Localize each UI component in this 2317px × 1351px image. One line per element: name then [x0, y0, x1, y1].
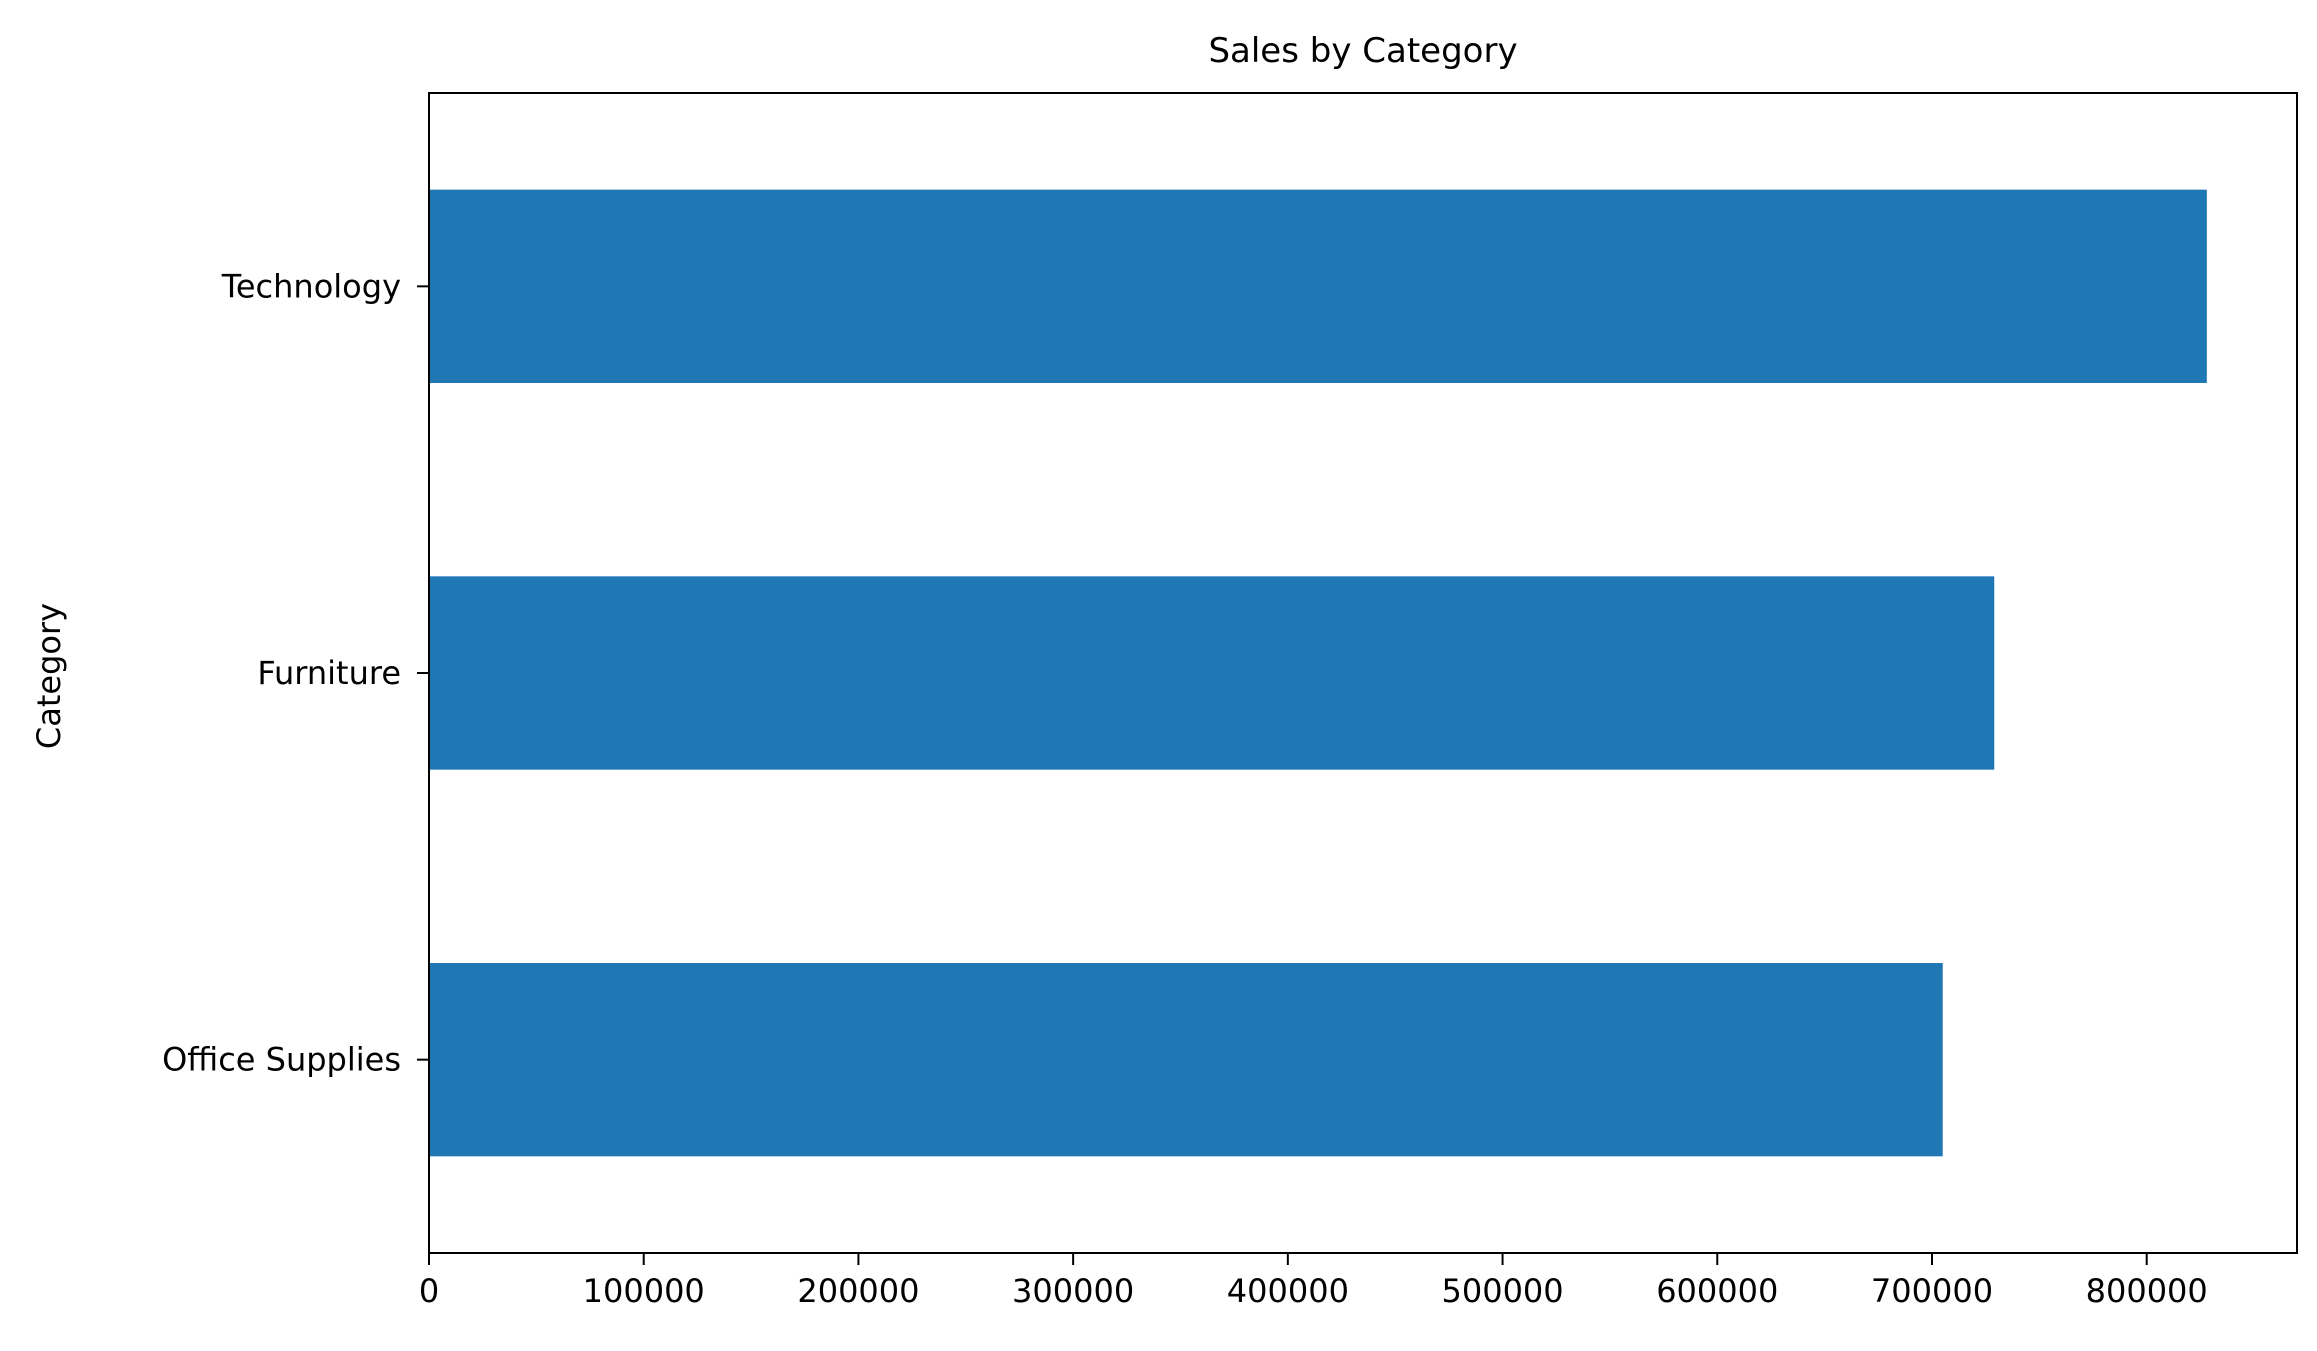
y-axis-label: Category [30, 603, 68, 749]
y-axis-ticks: Office Supplies Furniture Technology [162, 267, 429, 1079]
x-tick-label: 800000 [2086, 1272, 2208, 1310]
x-axis-ticks: 0 100000 200000 300000 400000 500000 600000 700… [419, 1253, 2208, 1310]
x-tick-label: 200000 [797, 1272, 919, 1310]
x-tick-label: 0 [419, 1272, 439, 1310]
bar-technology [429, 189, 2207, 383]
bar-furniture [429, 576, 1995, 770]
y-tick-label: Office Supplies [162, 1041, 401, 1079]
x-tick-label: 600000 [1656, 1272, 1778, 1310]
bars-layer [429, 189, 2207, 1157]
x-tick-label: 400000 [1227, 1272, 1349, 1310]
plot-frame [428, 92, 2298, 1254]
y-tick-label: Furniture [257, 654, 401, 692]
bar-office-supplies [429, 963, 1943, 1157]
x-tick-label: 300000 [1012, 1272, 1134, 1310]
y-tick-label: Technology [221, 267, 401, 305]
x-tick-label: 700000 [1871, 1272, 1993, 1310]
x-tick-label: 100000 [583, 1272, 705, 1310]
chart-title: Sales by Category [1208, 31, 1517, 71]
x-tick-label: 500000 [1441, 1272, 1563, 1310]
